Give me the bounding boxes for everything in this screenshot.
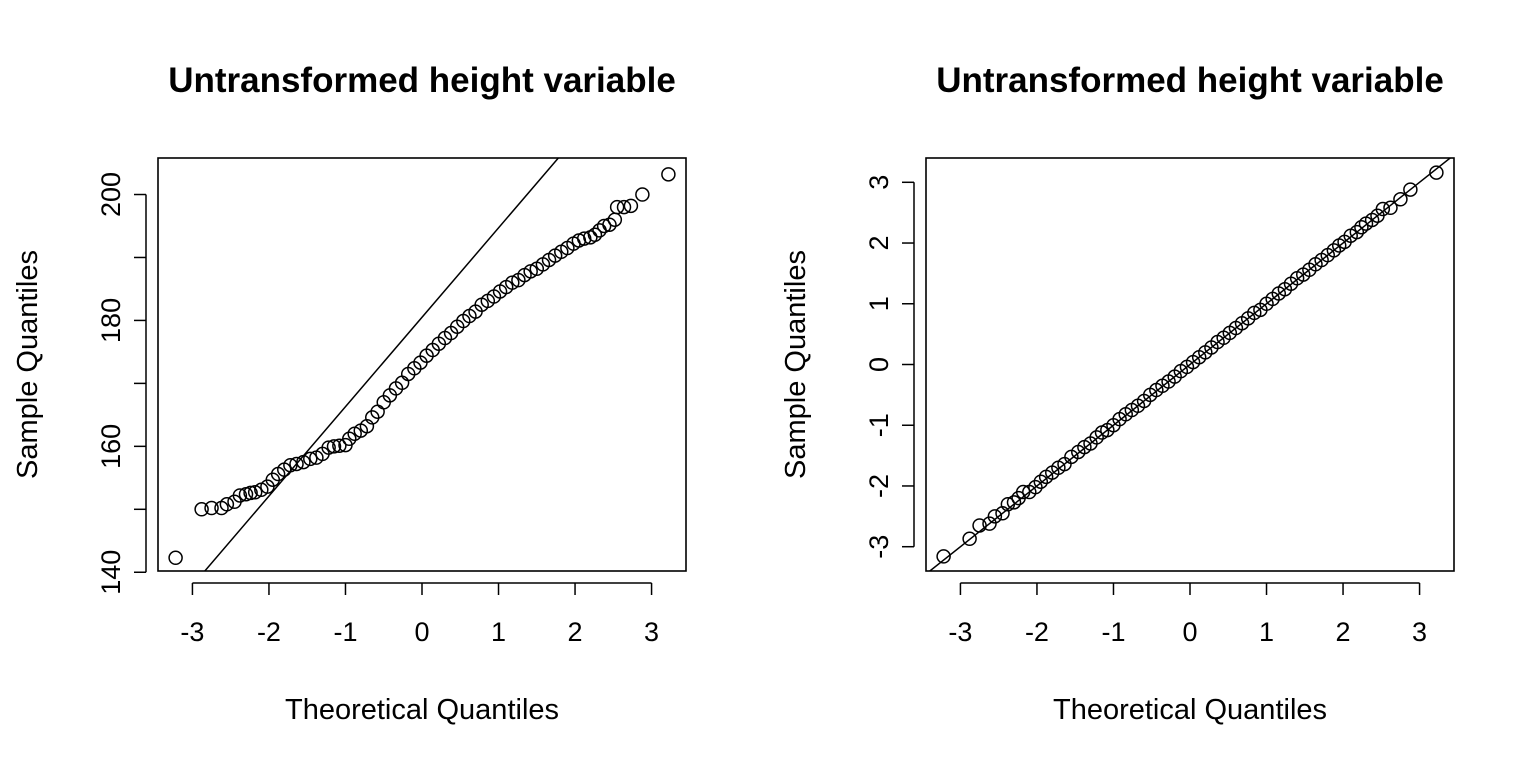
x-tick-label: -1 — [333, 617, 357, 647]
data-point — [1028, 479, 1043, 495]
y-axis: -3 -2 -1 0 1 2 3 — [864, 175, 915, 559]
data-point — [987, 509, 1003, 524]
x-tick-label: 0 — [1182, 617, 1197, 647]
data-points — [168, 167, 676, 566]
data-point — [1349, 224, 1365, 240]
data-points — [936, 165, 1444, 564]
data-point — [1033, 474, 1049, 489]
data-point — [332, 438, 347, 453]
x-axis-label: Theoretical Quantiles — [1053, 694, 1327, 726]
y-tick-label: 140 — [96, 550, 126, 595]
y-axis: 140 160 180 200 — [96, 172, 147, 595]
data-point — [168, 550, 183, 566]
data-point — [607, 212, 623, 227]
reference-line — [203, 158, 560, 571]
plot-frame — [925, 157, 1455, 572]
data-point — [232, 488, 248, 503]
data-point — [296, 454, 311, 470]
x-tick-label: -2 — [1025, 617, 1049, 647]
y-tick-label: 160 — [96, 424, 126, 469]
data-point — [587, 227, 603, 243]
y-axis-label: Sample Quantiles — [12, 250, 44, 479]
data-point — [326, 439, 342, 454]
x-tick-label: 2 — [1336, 617, 1351, 647]
data-point — [1375, 201, 1391, 217]
data-point — [342, 431, 357, 447]
data-point — [194, 502, 209, 517]
x-tick-label: 0 — [414, 617, 429, 647]
chart-title: Untransformed height variable — [168, 61, 676, 100]
data-point — [219, 497, 235, 512]
data-point — [1015, 484, 1031, 500]
data-point — [602, 217, 617, 232]
y-tick-label: -1 — [864, 413, 894, 437]
data-point — [321, 440, 336, 455]
x-tick-label: 1 — [491, 617, 506, 647]
data-point — [289, 456, 304, 472]
data-point — [616, 199, 632, 215]
x-axis: -3 -2 -1 0 1 2 3 — [948, 582, 1427, 647]
chart-panel-left: Untransformed height variable -3 -2 -1 0 1 2 3… — [12, 61, 687, 726]
data-point — [962, 531, 977, 547]
data-point — [1403, 182, 1418, 197]
y-tick-label: 180 — [96, 298, 126, 343]
x-tick-label: -3 — [180, 617, 204, 647]
y-tick-label: 3 — [864, 175, 894, 190]
x-tick-label: -2 — [257, 617, 281, 647]
data-point — [972, 518, 987, 533]
data-point — [576, 231, 592, 246]
data-point — [982, 516, 997, 531]
y-tick-label: 2 — [864, 236, 894, 251]
y-tick-label: 1 — [864, 296, 894, 311]
x-axis: -3 -2 -1 0 1 2 3 — [180, 582, 659, 647]
y-tick-label: 200 — [96, 172, 126, 217]
data-point — [1326, 243, 1342, 258]
x-tick-label: 1 — [1259, 617, 1274, 647]
data-point — [1000, 496, 1016, 512]
plot-frame — [157, 157, 687, 572]
y-tick-label: -2 — [864, 474, 894, 498]
x-axis-label: Theoretical Quantiles — [285, 694, 559, 726]
y-tick-label: -3 — [864, 535, 894, 559]
x-tick-label: -1 — [1101, 617, 1125, 647]
x-tick-label: -3 — [948, 617, 972, 647]
x-tick-label: 3 — [644, 617, 659, 647]
data-point — [370, 404, 385, 419]
data-point — [661, 167, 676, 182]
data-point — [596, 218, 612, 234]
data-point — [523, 264, 538, 279]
y-tick-label: 0 — [864, 357, 894, 372]
data-point — [623, 198, 639, 214]
data-point — [243, 485, 258, 501]
reference-line — [928, 158, 1452, 571]
y-axis-label: Sample Quantiles — [780, 250, 812, 479]
data-point — [635, 187, 650, 202]
data-point — [247, 485, 263, 500]
data-point — [609, 199, 625, 215]
data-point — [1383, 200, 1398, 216]
chart-title: Untransformed height variable — [936, 61, 1444, 100]
data-point — [1006, 495, 1022, 510]
data-point — [505, 275, 520, 290]
data-point — [1089, 430, 1104, 445]
data-point — [936, 549, 951, 564]
data-point — [204, 500, 219, 516]
data-point — [1393, 192, 1408, 207]
data-point — [303, 451, 318, 467]
chart-panel-right: Untransformed height variable -3 -2 -1 0 1 2 3… — [780, 61, 1455, 726]
data-point — [1429, 165, 1444, 180]
data-point — [1354, 219, 1369, 235]
x-tick-label: 2 — [568, 617, 583, 647]
x-tick-label: 3 — [1412, 617, 1427, 647]
